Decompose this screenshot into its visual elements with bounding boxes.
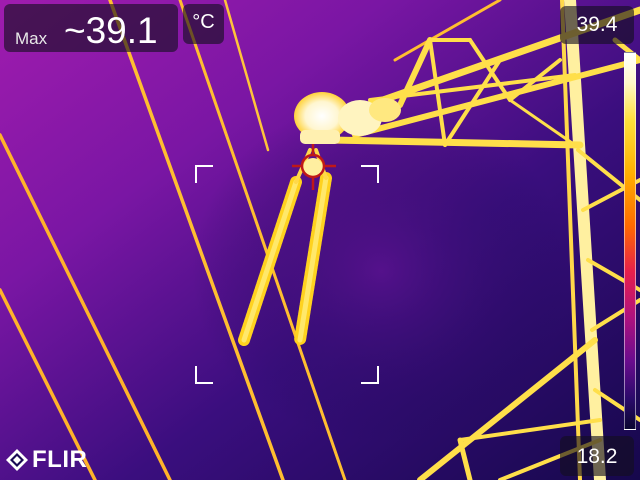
color-scale-bar [624, 52, 636, 430]
scale-max-readout: 39.4 [560, 6, 634, 44]
flir-logo-text: FLIR [32, 446, 88, 473]
power-line [0, 288, 97, 480]
max-label: Max [15, 29, 48, 48]
power-line [223, 0, 270, 152]
unit-label: °C [192, 11, 215, 33]
power-line [393, 0, 502, 62]
insulator-strings [238, 148, 332, 346]
power-line [178, 0, 347, 480]
scale-max-value: 39.4 [576, 13, 618, 36]
max-value: ~39.1 [64, 10, 158, 51]
power-line [0, 133, 172, 480]
power-line [108, 0, 285, 480]
scale-min-value: 18.2 [576, 445, 618, 468]
transmission-tower [326, 0, 640, 480]
temperature-unit: °C [183, 4, 224, 44]
max-temperature-readout: Max ~39.1 [4, 4, 178, 52]
flir-logo: FLIR [6, 444, 98, 476]
power-lines [0, 0, 502, 480]
spot-meter-crosshair [292, 144, 336, 190]
scale-min-readout: 18.2 [560, 436, 634, 476]
hot-fitting [294, 92, 401, 144]
measurement-frame [195, 165, 379, 384]
flir-logo-icon [6, 449, 28, 471]
